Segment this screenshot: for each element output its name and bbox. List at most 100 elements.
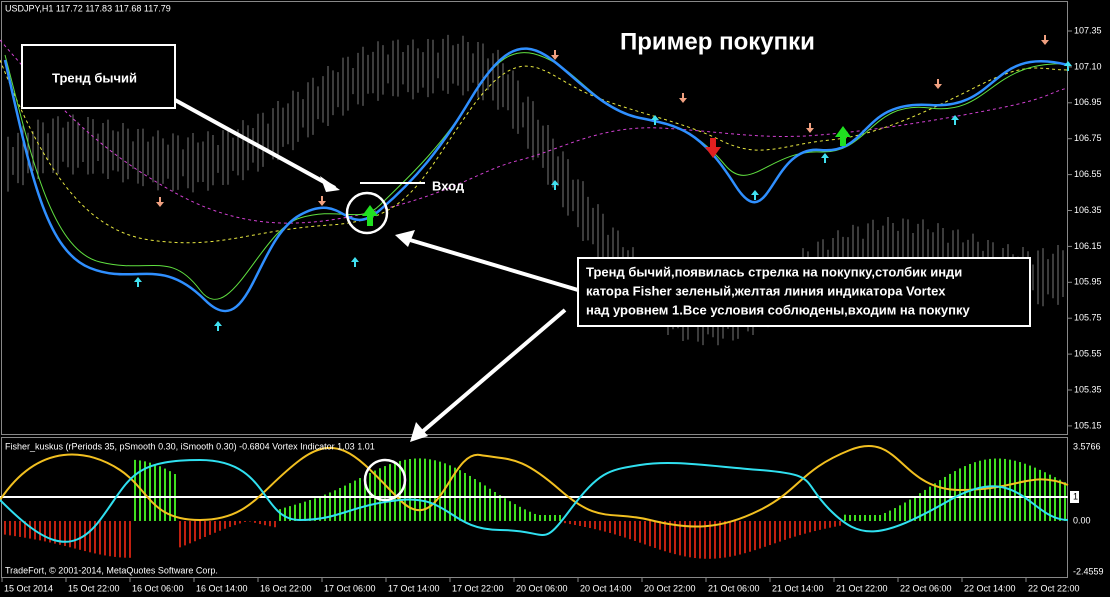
histogram-bar	[589, 521, 591, 529]
histogram-bar	[794, 521, 796, 537]
histogram-bar	[684, 521, 686, 557]
histogram-bar	[889, 510, 891, 521]
time-tick-label: 15 Oct 22:00	[68, 583, 120, 593]
histogram-bar	[159, 466, 161, 521]
histogram-bar	[149, 462, 151, 521]
histogram-bar	[499, 495, 501, 521]
histogram-bar	[404, 459, 406, 521]
histogram-bar	[819, 521, 821, 530]
histogram-bar	[929, 486, 931, 521]
histogram-bar	[529, 511, 531, 521]
histogram-bar	[329, 492, 331, 521]
histogram-bar	[594, 521, 596, 530]
sell-signal	[705, 138, 721, 158]
histogram-bar	[674, 521, 676, 555]
histogram-bar	[614, 521, 616, 535]
histogram-bar	[739, 521, 741, 555]
histogram-bar	[94, 521, 96, 554]
histogram-bar	[924, 489, 926, 521]
histogram-bar	[554, 515, 556, 521]
histogram-bar	[894, 508, 896, 521]
histogram-bar	[649, 521, 651, 547]
vortex-plus	[0, 444, 1069, 528]
histogram-bar	[989, 458, 991, 521]
histogram-bar	[994, 458, 996, 521]
histogram-bar	[364, 475, 366, 521]
histogram-bar	[974, 462, 976, 521]
histogram-bar	[864, 515, 866, 521]
histogram-bar	[774, 521, 776, 544]
histogram-bar	[689, 521, 691, 558]
histogram-bar	[809, 521, 811, 533]
buy-arrow	[821, 153, 829, 163]
histogram-bar	[314, 498, 316, 521]
histogram-bar	[514, 504, 516, 521]
histogram-bar	[769, 521, 771, 546]
histogram-bar	[489, 488, 491, 521]
sell-arrow	[318, 196, 326, 206]
histogram-bar	[629, 521, 631, 540]
histogram-bar	[854, 515, 856, 521]
histogram-bar	[714, 521, 716, 559]
histogram-bar	[1039, 469, 1041, 521]
sell-arrow	[806, 123, 814, 133]
histogram-bar	[424, 458, 426, 521]
histogram-bar	[749, 521, 751, 552]
histogram-bar	[654, 521, 656, 548]
time-tick-label: 17 Oct 14:00	[388, 583, 440, 593]
histogram-bar	[1024, 463, 1026, 521]
signal-circle	[363, 458, 407, 502]
price-tick-label: 105.15	[1074, 420, 1102, 430]
histogram-bar	[339, 487, 341, 521]
histogram-bar	[374, 470, 376, 521]
histogram-bar	[914, 496, 916, 521]
time-tick-label: 17 Oct 22:00	[452, 583, 504, 593]
histogram-bar	[1019, 462, 1021, 521]
histogram-bar	[634, 521, 636, 541]
histogram-bar	[274, 521, 276, 528]
histogram-bar	[154, 464, 156, 521]
histogram-bar	[44, 521, 46, 542]
histogram-bar	[609, 521, 611, 533]
histogram-bar	[509, 501, 511, 521]
explanation-line: Тренд бычий,появилась стрелка на покупку…	[586, 264, 962, 279]
histogram-bar	[934, 483, 936, 521]
histogram-bar	[664, 521, 666, 552]
buy-arrow	[134, 277, 142, 287]
histogram-bar	[984, 459, 986, 521]
histogram-bar	[99, 521, 101, 555]
histogram-bar	[324, 494, 326, 521]
price-tick-label: 107.10	[1074, 61, 1102, 71]
explanation-line: катора Fisher зеленый,желтая линия индик…	[586, 283, 946, 298]
price-tick-label: 107.35	[1074, 25, 1102, 35]
histogram-bar	[399, 460, 401, 521]
arrow	[399, 235, 579, 292]
histogram-bar	[844, 514, 846, 521]
price-tick-label: 106.15	[1074, 241, 1102, 251]
histogram-bar	[279, 509, 281, 521]
time-tick-label: 20 Oct 14:00	[580, 583, 632, 593]
buy-arrow	[1064, 61, 1072, 71]
histogram-bar	[874, 515, 876, 521]
time-tick-label: 17 Oct 06:00	[324, 583, 376, 593]
histogram-bar	[334, 490, 336, 521]
histogram-bar	[869, 515, 871, 521]
histogram-bar	[449, 465, 451, 521]
histogram-bar	[234, 521, 236, 526]
histogram-bar	[64, 521, 66, 547]
histogram-bar	[599, 521, 601, 531]
histogram-bar	[969, 463, 971, 521]
histogram-bar	[944, 476, 946, 521]
buy-arrow	[751, 190, 759, 200]
histogram-bar	[379, 468, 381, 521]
symbol-info: USDJPY,H1 117.72 117.83 117.68 117.79	[5, 3, 171, 13]
histogram-bar	[729, 521, 731, 557]
arrowhead	[410, 422, 428, 442]
histogram-bar	[89, 521, 91, 553]
histogram-bar	[1034, 467, 1036, 521]
histogram-bar	[214, 521, 216, 533]
histogram-bar	[669, 521, 671, 553]
histogram-bar	[939, 480, 941, 521]
entry-label: Вход	[432, 178, 465, 193]
price-tick-label: 105.35	[1074, 384, 1102, 394]
